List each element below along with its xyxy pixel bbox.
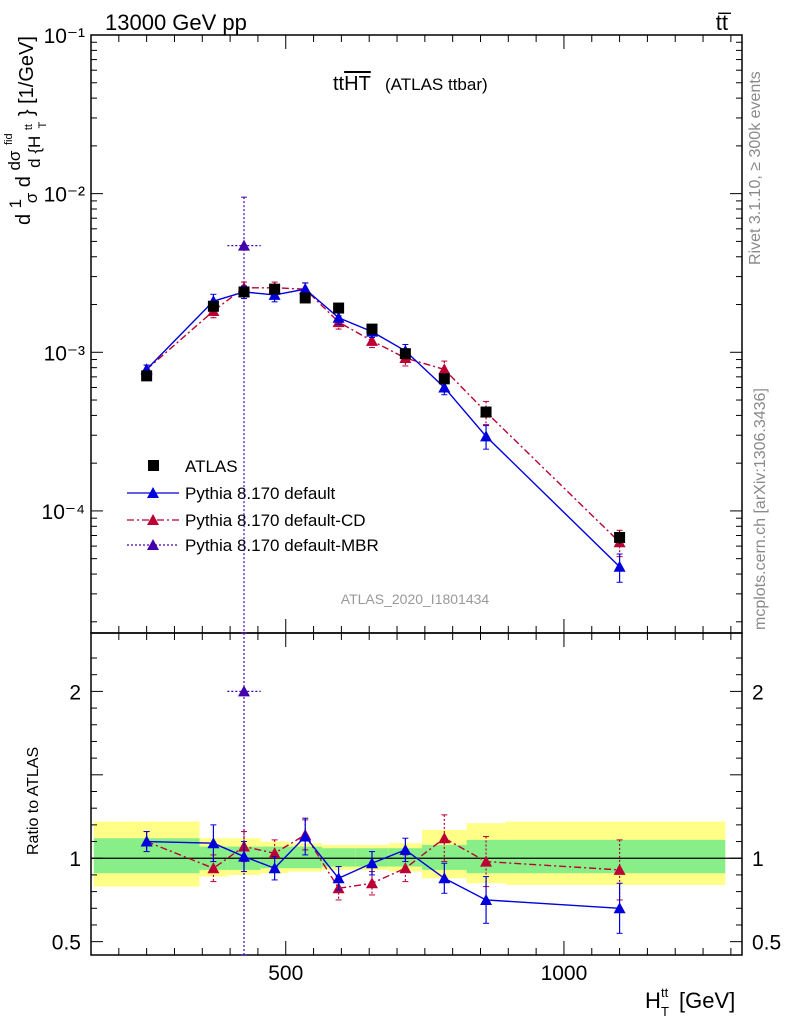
data-point <box>299 292 311 304</box>
svg-text:tt: tt <box>661 985 669 1000</box>
data-point <box>207 300 219 312</box>
band-inner <box>321 848 356 867</box>
data-point <box>207 862 220 874</box>
data-point <box>140 835 153 847</box>
ratio-ytick-label: 0.5 <box>52 932 81 955</box>
legend-default-marker <box>147 487 159 498</box>
band-inner <box>288 846 322 869</box>
header-energy: 13000 GeV pp <box>105 10 247 35</box>
data-point <box>238 239 251 251</box>
svg-text:ttHT: ttHT <box>333 73 371 95</box>
ratio-ylabel: Ratio to ATLAS <box>25 747 42 855</box>
header-process: tt̅ <box>716 10 732 35</box>
rivet-label: Rivet 3.1.10, ≥ 300k events <box>747 71 764 265</box>
plot-title-over: HT <box>344 73 371 95</box>
ratio-ytick-label-right: 0.5 <box>752 932 781 955</box>
ratio-ytick-label: 1 <box>69 848 81 871</box>
legend-mbr-marker <box>147 539 159 550</box>
main-yticks: 10⁻¹ 10⁻² 10⁻³ 10⁻⁴ <box>42 25 742 623</box>
xlabel: H tt T [GeV] <box>645 985 735 1019</box>
data-point <box>438 381 451 393</box>
mcplots-label: mcplots.cern.ch [arXiv:1306.3436] <box>752 388 769 630</box>
ratio-series-pythia-8-170-default-mbr <box>227 632 261 956</box>
main-ytick-label: 10⁻¹ <box>44 25 85 48</box>
svg-text:d 1 σ d: d 1 σ d dσ fid d {H tt T } [1/GeV] <box>0 36 51 225</box>
band-inner <box>505 839 726 874</box>
plot-title-suffix: (ATLAS ttbar) <box>385 75 488 94</box>
ratio-frame <box>90 632 743 956</box>
data-point <box>238 850 251 862</box>
series-line <box>146 287 621 543</box>
main-ytick-label: 10⁻³ <box>44 342 85 365</box>
ratio-yticks: 0.5 0.5 1 1 2 2 <box>52 657 781 955</box>
data-point <box>238 685 251 697</box>
data-point <box>333 302 345 314</box>
data-point <box>365 877 378 889</box>
main-series-pythia-8-170-default-mbr <box>227 196 261 634</box>
data-point <box>299 830 312 842</box>
data-point <box>480 855 493 867</box>
svg-text:[GeV]: [GeV] <box>679 988 735 1013</box>
legend-atlas-label: ATLAS <box>185 457 238 476</box>
data-point <box>613 560 626 572</box>
data-point <box>438 373 450 385</box>
plot-title: ttHT (ATLAS ttbar) <box>333 73 488 95</box>
legend-default-label: Pythia 8.170 default <box>185 484 336 503</box>
xtick-label: 500 <box>268 962 303 985</box>
data-point <box>399 843 412 855</box>
data-point <box>613 863 626 875</box>
data-point <box>438 363 451 375</box>
main-ylabel: d 1 σ d dσ fid d {H tt T } [1/GeV] <box>0 36 51 225</box>
data-point <box>332 872 345 884</box>
data-point <box>269 283 281 295</box>
data-point <box>207 837 220 849</box>
legend-mbr-label: Pythia 8.170 default-MBR <box>185 536 379 555</box>
main-ytick-label: 10⁻⁴ <box>42 501 85 524</box>
xtick-label: 1000 <box>541 962 588 985</box>
data-point <box>366 323 378 335</box>
data-point <box>365 334 378 346</box>
data-point <box>480 406 492 418</box>
data-point <box>614 531 626 543</box>
data-point <box>613 902 626 914</box>
analysis-watermark: ATLAS_2020_I1801434 <box>341 591 490 607</box>
data-point <box>399 862 412 874</box>
legend-cd-label: Pythia 8.170 default-CD <box>185 511 366 530</box>
plot-title-main: tt <box>333 73 345 95</box>
data-point <box>438 872 451 884</box>
data-point <box>365 857 378 869</box>
ratio-ytick-label-right: 1 <box>752 848 764 871</box>
data-point <box>399 348 411 360</box>
main-series-atlas <box>141 283 626 544</box>
svg-text:H: H <box>645 988 661 1013</box>
data-point <box>268 862 281 874</box>
xticks: 500 1000 <box>118 35 732 985</box>
legend: ATLAS Pythia 8.170 default Pythia 8.170 … <box>127 457 379 555</box>
ratio-series-pythia-8-170-default <box>140 817 626 934</box>
main-ytick-label: 10⁻² <box>44 184 85 207</box>
data-point <box>299 283 312 295</box>
data-point <box>438 832 451 844</box>
series-line <box>146 833 620 890</box>
legend-atlas-marker <box>148 460 159 471</box>
data-point <box>480 893 493 905</box>
ratio-ytick-label-right: 2 <box>752 681 764 704</box>
data-point <box>141 370 153 382</box>
ratio-ytick-label: 2 <box>69 681 81 704</box>
data-point <box>238 286 250 298</box>
data-point <box>332 311 345 323</box>
data-point <box>480 430 493 442</box>
data-point <box>268 847 281 859</box>
svg-text:T: T <box>661 1004 669 1019</box>
legend-cd-marker <box>147 514 159 525</box>
